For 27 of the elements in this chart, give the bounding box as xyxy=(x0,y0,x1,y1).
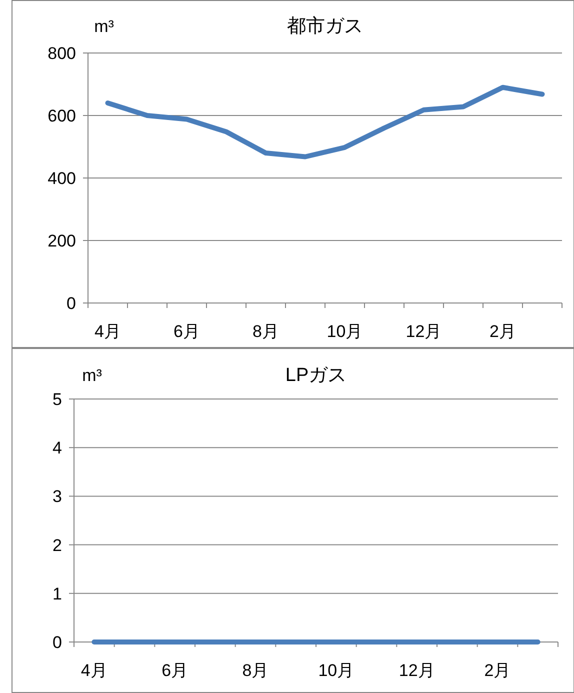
y-tick-label: 200 xyxy=(48,232,76,250)
x-tick-label: 4月 xyxy=(94,322,121,341)
x-tick-label: 4月 xyxy=(80,661,108,680)
x-tick-label: 6月 xyxy=(174,322,200,341)
y-tick-label: 0 xyxy=(66,294,76,313)
y-tick-label: 2 xyxy=(52,536,62,555)
y-tick-label: 800 xyxy=(48,44,76,63)
x-tick-label: 2月 xyxy=(484,661,511,680)
x-tick-label: 8月 xyxy=(252,322,279,341)
y-tick-label: 0 xyxy=(52,633,62,652)
y-tick-label: 400 xyxy=(48,169,76,188)
x-tick-label: 10月 xyxy=(318,661,354,680)
x-tick-label: 10月 xyxy=(326,322,363,341)
y-tick-label: 4 xyxy=(52,438,62,458)
y-tick-label: 1 xyxy=(52,584,62,604)
x-tick-label: 12月 xyxy=(406,322,442,341)
y-tick-label: 5 xyxy=(52,390,62,409)
x-tick-label: 2月 xyxy=(490,322,516,341)
x-tick-label: 12月 xyxy=(398,661,435,680)
y-tick-label: 600 xyxy=(48,106,76,126)
x-tick-label: 8月 xyxy=(242,661,269,680)
x-tick-label: 6月 xyxy=(162,661,188,680)
y-axis-title: m³ xyxy=(94,17,114,36)
chart-title: 都市ガス xyxy=(287,15,363,37)
y-tick-label: 3 xyxy=(52,487,62,506)
chart-title: LPガス xyxy=(285,365,347,386)
y-axis-title: m³ xyxy=(82,366,102,385)
